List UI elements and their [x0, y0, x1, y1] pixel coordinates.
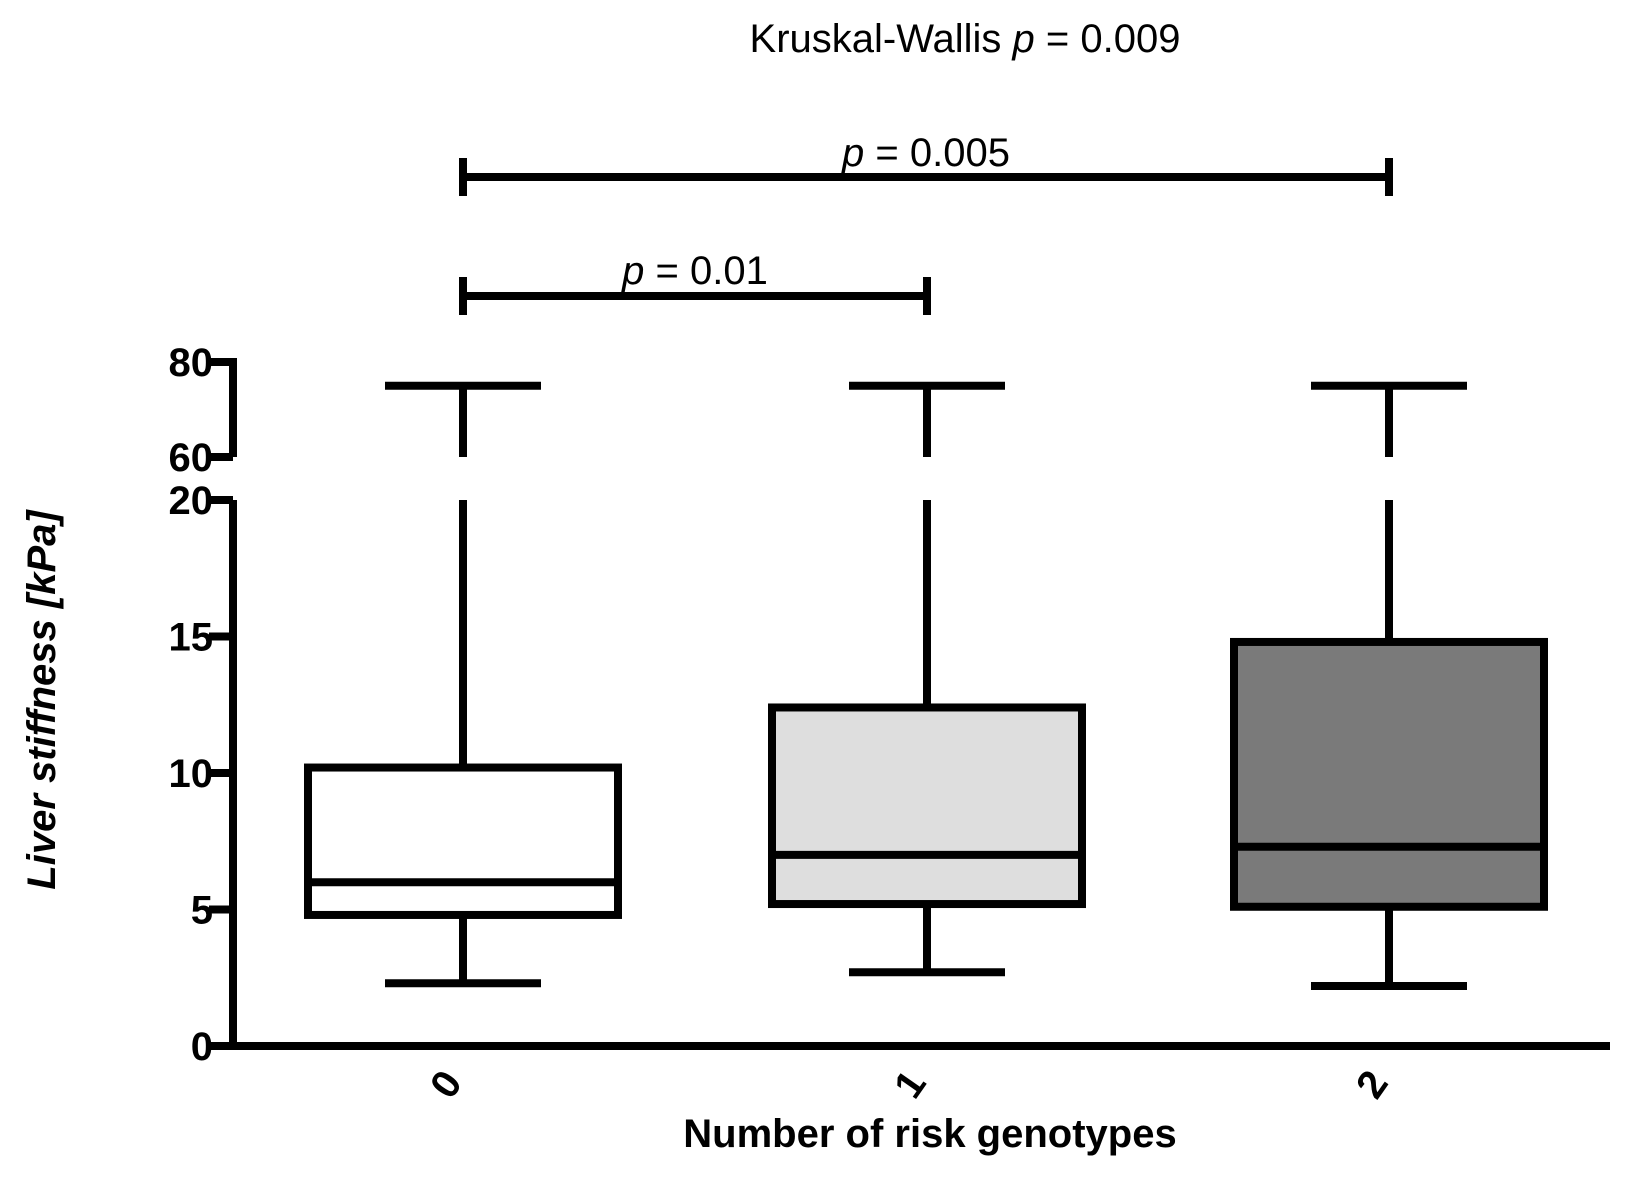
x-tick-label-2: 2: [1348, 1063, 1397, 1106]
x-tick-label-1: 1: [886, 1063, 935, 1106]
p-value-0-2: = 0.005: [864, 131, 1010, 175]
chart-title-prefix: Kruskal-Wallis: [750, 17, 1013, 61]
y-tick-label-15: 15: [169, 616, 214, 660]
chart-title: Kruskal-Wallis p = 0.009: [750, 17, 1181, 61]
y-tick-label-10: 10: [169, 752, 214, 796]
y-tick-label-5: 5: [191, 889, 213, 933]
comparison-0-1: p = 0.01: [459, 249, 931, 315]
x-axis-label: Number of risk genotypes: [683, 1112, 1176, 1156]
boxes: [304, 381, 1548, 990]
y-tick-label-20: 20: [169, 479, 214, 523]
box-iqr-2: [1230, 637, 1548, 911]
box-iqr-0: [304, 763, 622, 919]
y-tick-label-80: 80: [169, 341, 214, 385]
chart-title-value: = 0.009: [1035, 17, 1181, 61]
x-axis: 0 1 2: [229, 1042, 1610, 1106]
y-tick-label-0: 0: [191, 1025, 213, 1069]
box-1: [768, 381, 1086, 977]
box-0: [304, 381, 622, 988]
y-axis-label: Liver stiffness [kPa]: [20, 509, 64, 890]
p-symbol-0-2: p: [841, 131, 864, 175]
p-symbol-0-1: p: [621, 249, 644, 293]
comparison-0-2: p = 0.005: [459, 131, 1393, 196]
box-2: [1230, 381, 1548, 990]
y-tick-label-60: 60: [169, 436, 214, 480]
x-tick-label-0: 0: [422, 1063, 471, 1106]
p-value-label-0-1: p = 0.01: [621, 249, 768, 293]
p-value-label-0-2: p = 0.005: [841, 131, 1010, 175]
p-value-0-1: = 0.01: [644, 249, 767, 293]
chart-title-p: p: [1012, 17, 1035, 61]
box-iqr-1: [768, 703, 1086, 909]
